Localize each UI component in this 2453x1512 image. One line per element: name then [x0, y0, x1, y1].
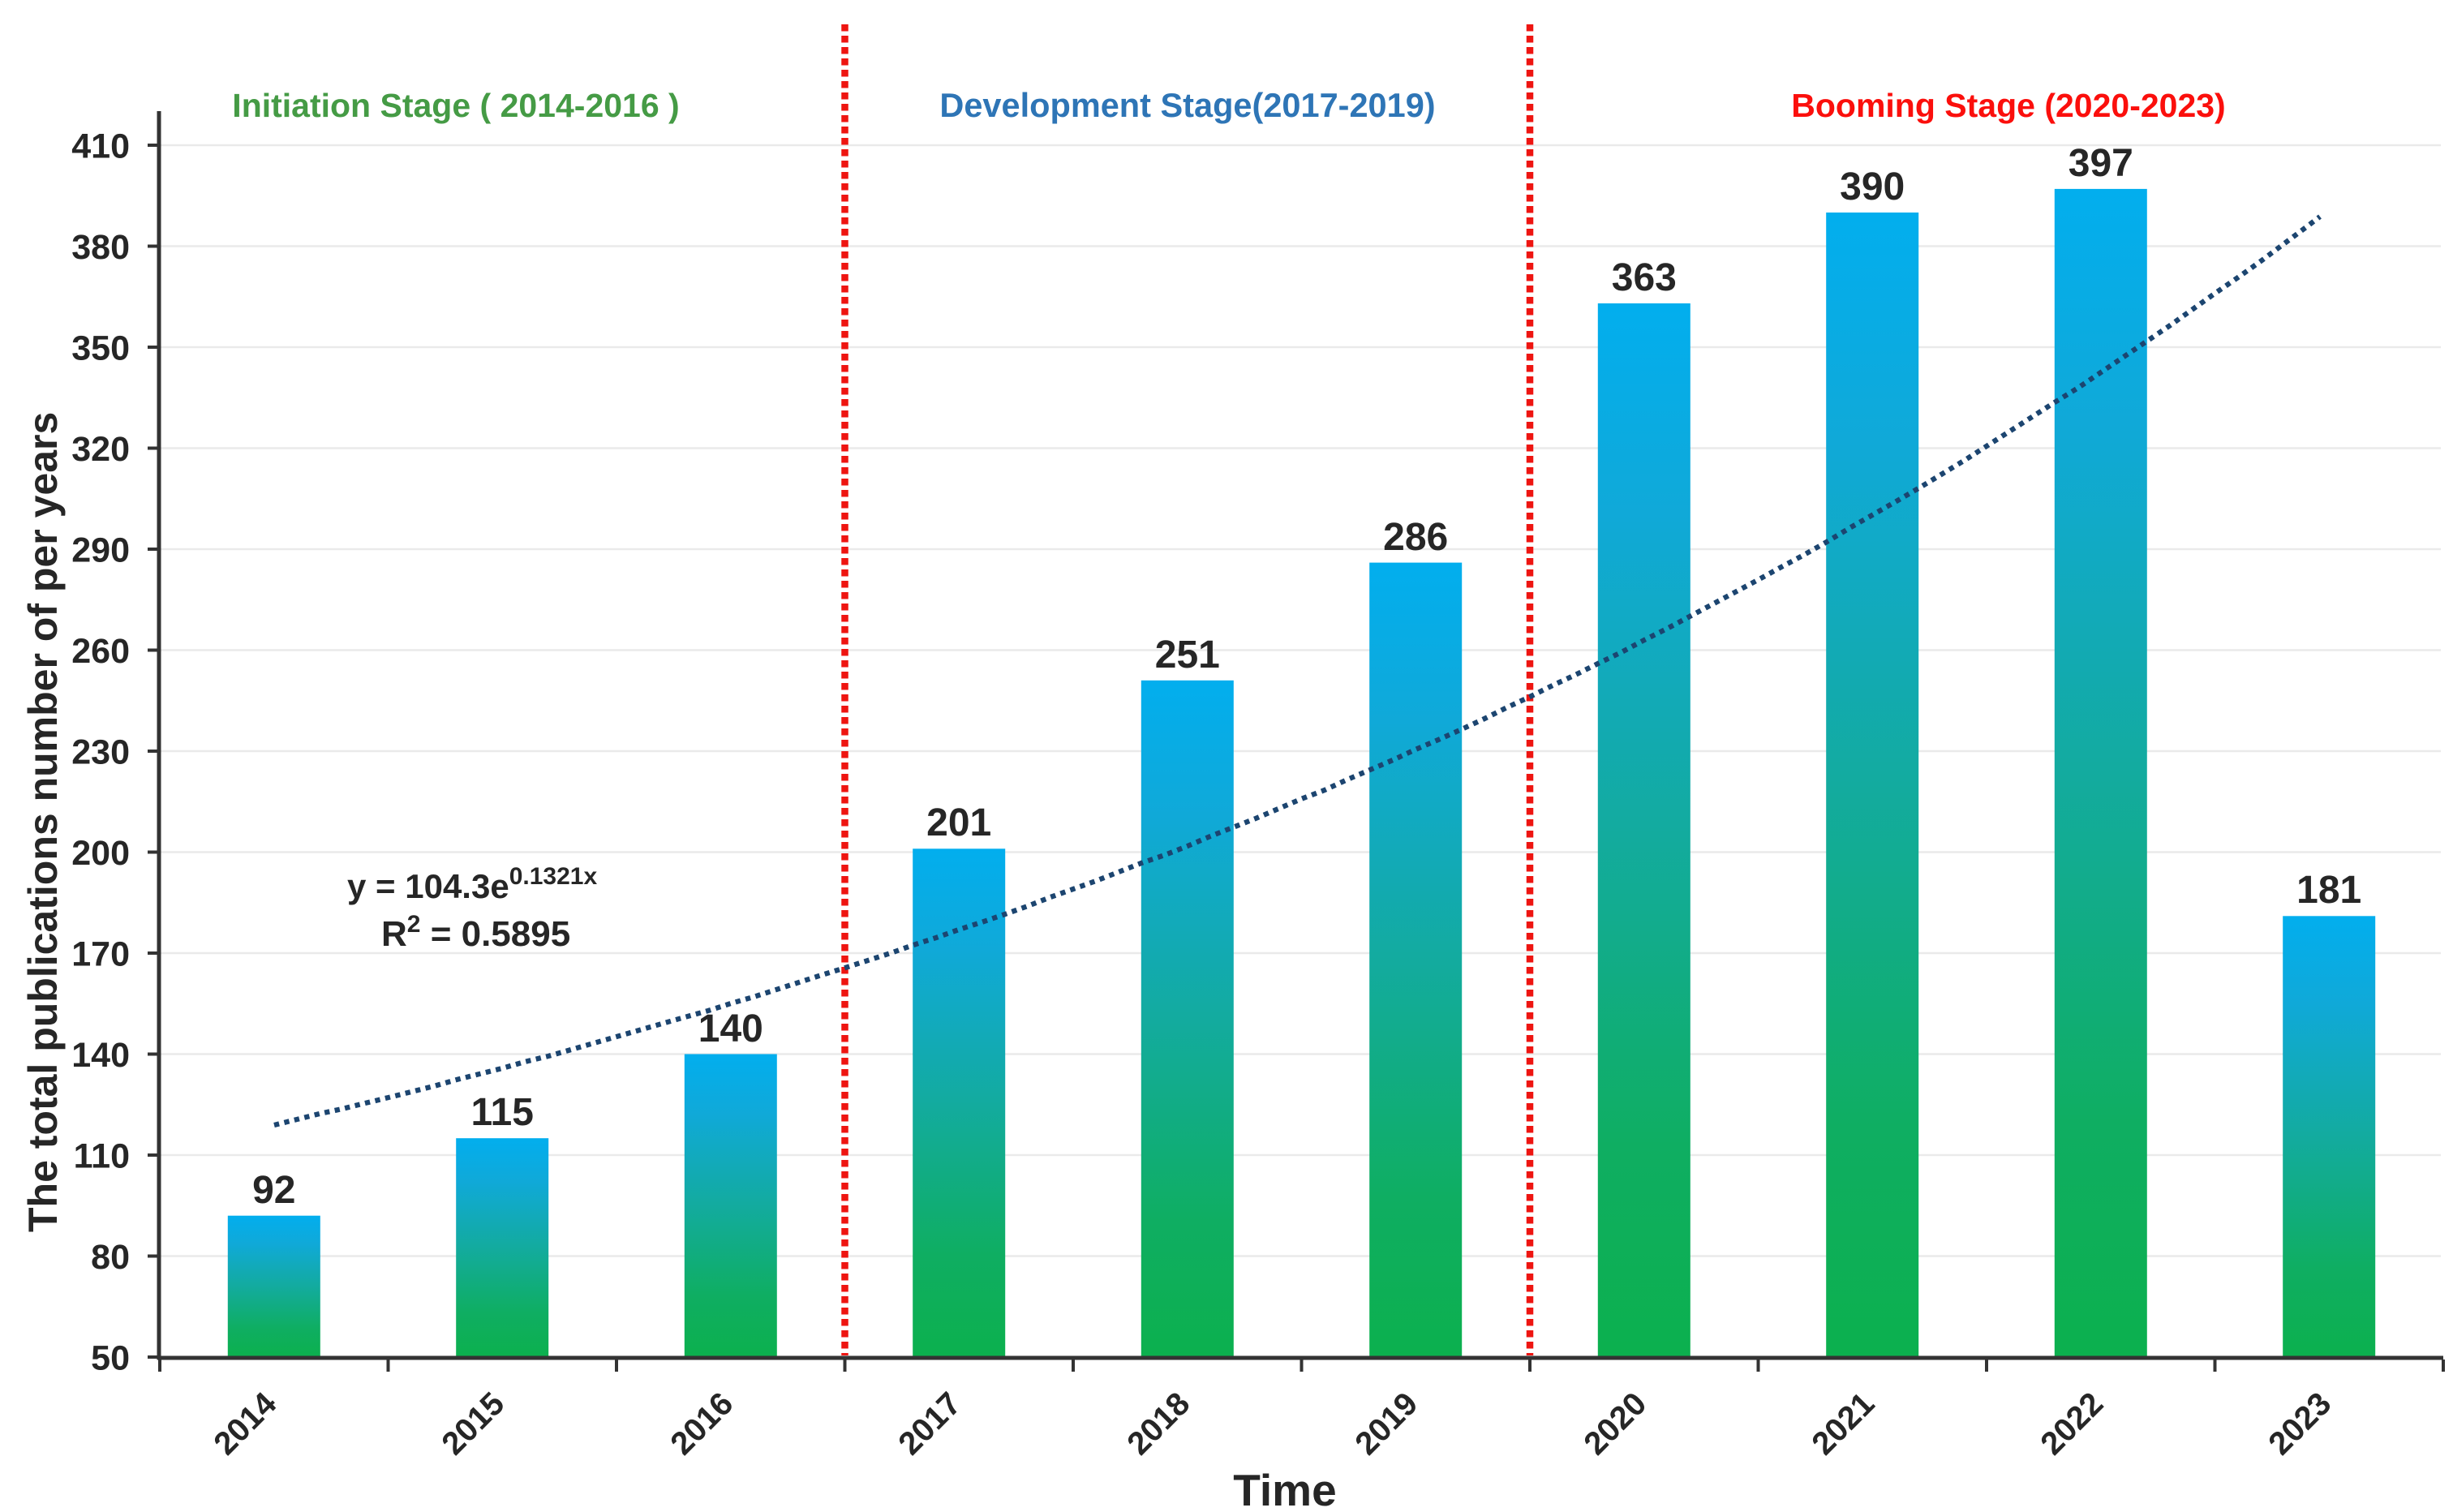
svg-text:363: 363 [1612, 256, 1677, 299]
svg-text:170: 170 [71, 935, 130, 974]
svg-text:201: 201 [926, 801, 991, 844]
svg-text:200: 200 [71, 834, 130, 873]
svg-text:140: 140 [698, 1007, 763, 1050]
svg-text:181: 181 [2296, 869, 2361, 912]
svg-text:380: 380 [71, 228, 130, 267]
svg-text:410: 410 [71, 127, 130, 166]
svg-text:80: 80 [91, 1238, 130, 1277]
svg-text:290: 290 [71, 531, 130, 570]
svg-text:397: 397 [2069, 142, 2133, 185]
svg-text:92: 92 [252, 1169, 295, 1212]
svg-text:110: 110 [74, 1137, 130, 1176]
svg-text:320: 320 [71, 430, 130, 469]
svg-text:Initiation Stage ( 2014-2016 ): Initiation Stage ( 2014-2016 ) [232, 87, 679, 124]
svg-text:Development Stage(2017-2019): Development Stage(2017-2019) [939, 86, 1435, 124]
svg-text:115: 115 [470, 1091, 533, 1134]
svg-text:Booming Stage (2020-2023): Booming Stage (2020-2023) [1791, 87, 2225, 124]
svg-text:251: 251 [1155, 634, 1220, 677]
svg-text:286: 286 [1383, 516, 1448, 559]
svg-text:260: 260 [71, 632, 130, 671]
svg-text:230: 230 [71, 733, 130, 772]
svg-text:50: 50 [91, 1339, 130, 1378]
svg-text:350: 350 [71, 329, 130, 368]
svg-text:The total publications number: The total publications number of per yea… [20, 412, 66, 1232]
svg-text:390: 390 [1840, 165, 1905, 208]
svg-text:140: 140 [71, 1036, 130, 1075]
svg-text:Time: Time [1233, 1465, 1336, 1512]
